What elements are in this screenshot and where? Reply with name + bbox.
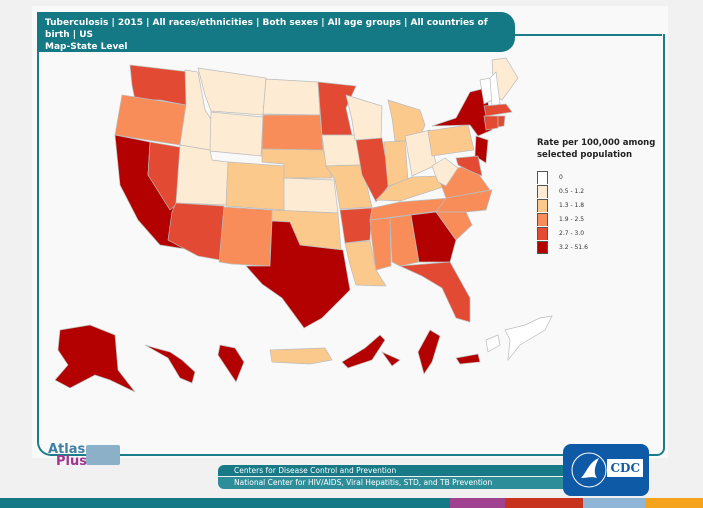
stripe-segment: [645, 498, 703, 508]
legend-swatch: [537, 198, 548, 212]
state-ma[interactable]: [483, 103, 513, 117]
state-nv[interactable]: [147, 141, 186, 211]
atlas-logo-text: Atlas: [48, 442, 86, 457]
state-tx[interactable]: [245, 220, 351, 329]
stripe-segment: [450, 498, 505, 508]
legend-item: 3.2 - 51.6: [537, 240, 588, 254]
state-ak[interactable]: [54, 324, 136, 393]
state-vi[interactable]: [504, 315, 553, 362]
panel-frame-top: [500, 34, 662, 36]
header-filters: Tuberculosis | 2015 | All races/ethnicit…: [45, 18, 488, 40]
state-mp[interactable]: [455, 353, 481, 365]
legend-item: 2.7 - 3.0: [537, 226, 588, 240]
header-view: Map-State Level: [45, 42, 128, 52]
atlasplus-logo: Atlas Plus: [48, 443, 123, 470]
state-md[interactable]: [455, 155, 483, 177]
legend-item: 1.3 - 1.8: [537, 198, 588, 212]
state-ct[interactable]: [483, 115, 499, 131]
state-in[interactable]: [383, 140, 409, 187]
state-nh[interactable]: [489, 71, 501, 107]
legend-label: 0.5 - 1.2: [559, 187, 585, 195]
legend-swatch: [537, 212, 548, 226]
state-nm[interactable]: [218, 206, 273, 267]
state-fl[interactable]: [398, 261, 471, 323]
legend-item: 1.9 - 2.5: [537, 212, 588, 226]
state-ks[interactable]: [283, 177, 339, 214]
footer-center-name: National Center for HIV/AIDS, Viral Hepa…: [218, 477, 578, 489]
state-al[interactable]: [389, 214, 420, 267]
stripe-segment: [0, 498, 450, 508]
atlas-map-graphic: [86, 445, 120, 465]
legend-title: Rate per 100,000 among selected populati…: [537, 138, 656, 160]
footer-band: Centers for Disease Control and Preventi…: [218, 465, 578, 489]
state-ar[interactable]: [339, 207, 373, 244]
plus-logo-text: Plus: [56, 454, 87, 469]
state-mo[interactable]: [325, 164, 373, 210]
legend-label: 0: [559, 173, 563, 181]
stripe-segment: [505, 498, 583, 508]
cdc-logo-text: CDC: [607, 459, 643, 477]
legend-label: 1.9 - 2.5: [559, 215, 585, 223]
legend-swatch: [537, 226, 548, 240]
state-sd[interactable]: [261, 114, 324, 151]
state-as[interactable]: [485, 334, 501, 353]
state-az[interactable]: [167, 202, 225, 261]
state-hi[interactable]: [144, 344, 196, 384]
cdc-logo: CDC: [563, 444, 649, 496]
state-mt[interactable]: [197, 67, 267, 116]
legend-swatch: [537, 170, 548, 184]
panel-frame: [37, 34, 665, 456]
legend-item: 0.5 - 1.2: [537, 184, 588, 198]
legend-swatch: [537, 184, 548, 198]
legend-item: 0: [537, 170, 588, 184]
map-header: Tuberculosis | 2015 | All races/ethnicit…: [37, 12, 515, 52]
state-pa[interactable]: [427, 124, 475, 157]
state-co[interactable]: [225, 161, 286, 211]
state-pr[interactable]: [269, 347, 333, 365]
legend: 0 0.5 - 1.2 1.3 - 1.8 1.9 - 2.5 2.7 - 3.0 3.2…: [537, 170, 588, 254]
state-ut[interactable]: [175, 144, 229, 206]
legend-label: 3.2 - 51.6: [559, 243, 588, 251]
state-wy[interactable]: [209, 111, 264, 157]
footer-cdc-name: Centers for Disease Control and Preventi…: [218, 465, 578, 476]
state-wv[interactable]: [431, 157, 459, 187]
state-pw[interactable]: [417, 329, 441, 375]
state-fm[interactable]: [341, 334, 386, 369]
stripe-segment: [583, 498, 645, 508]
legend-label: 1.3 - 1.8: [559, 201, 585, 209]
state-gu[interactable]: [217, 344, 245, 383]
state-ms[interactable]: [369, 217, 392, 271]
legend-swatch: [537, 240, 548, 254]
state-nd[interactable]: [262, 78, 321, 116]
state-la[interactable]: [344, 240, 387, 287]
state-mh[interactable]: [380, 351, 401, 367]
hhs-eagle-icon: [571, 452, 607, 488]
legend-label: 2.7 - 3.0: [559, 229, 585, 237]
state-ri[interactable]: [497, 115, 506, 128]
